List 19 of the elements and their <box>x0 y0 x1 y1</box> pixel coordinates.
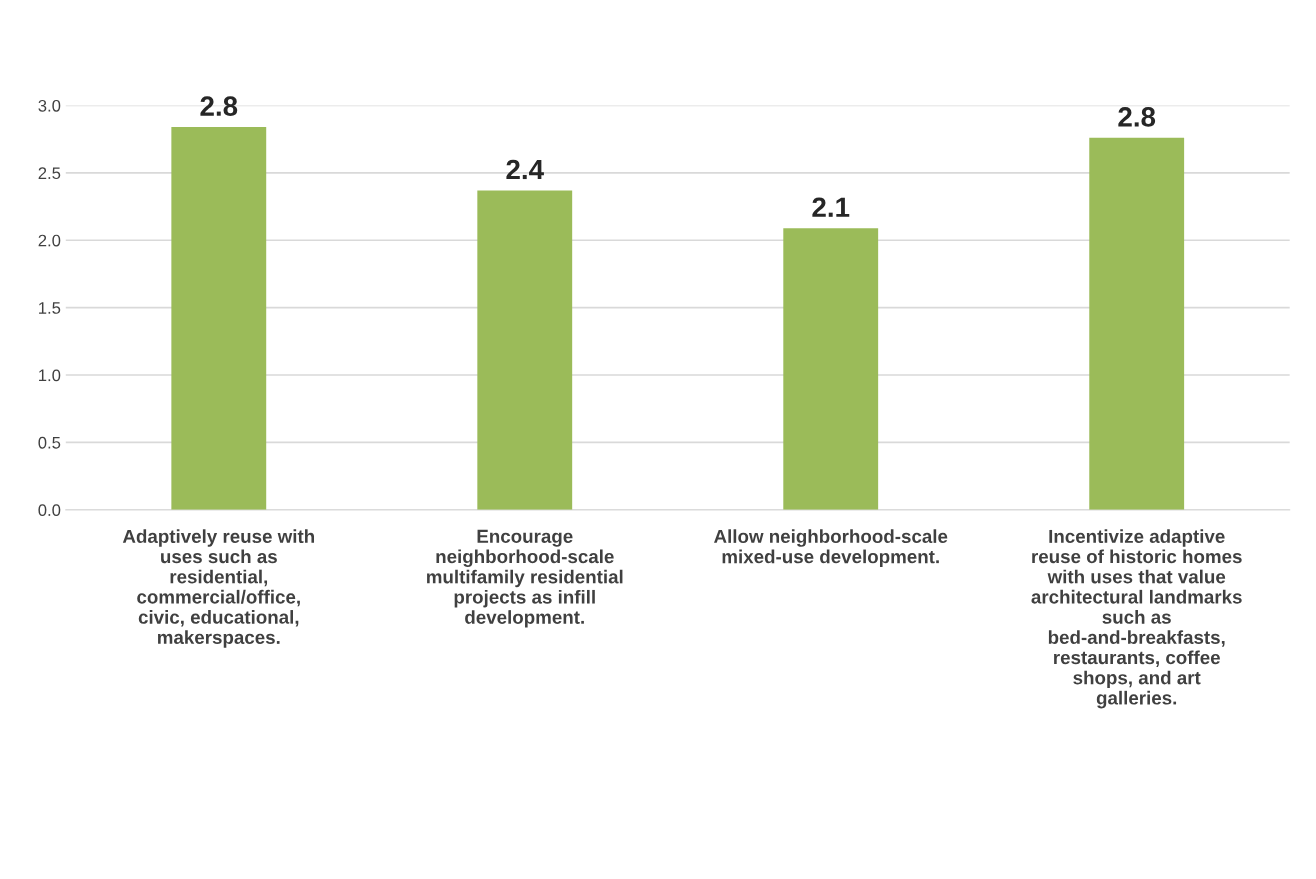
data-label: 2.4 <box>506 159 544 180</box>
y-tick-label: 1.0 <box>39 369 61 382</box>
y-tick-label: 0.5 <box>38 436 61 449</box>
bar <box>171 127 267 510</box>
data-label: 2.8 <box>200 96 238 116</box>
x-tick-label: Adaptively reuse with uses such as residential, commercial/office, civic, educational, makerspaces. <box>122 529 315 648</box>
x-tick-label: Encourage neighborhood-scale multifamily residential projects as infill development. <box>427 529 623 628</box>
category-label: Incentivize adaptive reuse of historic homes with uses that value architectural landmarks such as bed-and-breakfasts, restaurants, coffee shops, and art galleries. <box>1031 529 1242 709</box>
bar <box>477 190 573 510</box>
y-tick-label: 3.0 <box>38 99 61 112</box>
bar <box>783 228 879 510</box>
y-tick-label: 2.0 <box>38 234 61 247</box>
y-tick-label: 0.0 <box>38 504 61 517</box>
data-label: 2.1 <box>812 197 850 217</box>
data-label: 2.8 <box>1118 107 1156 127</box>
y-tick-label: 2.5 <box>38 167 61 180</box>
x-tick-label: Allow neighborhood-scale mixed-use development. <box>714 529 948 568</box>
bar <box>1089 137 1185 510</box>
y-tick-label: 1.5 <box>39 302 61 314</box>
